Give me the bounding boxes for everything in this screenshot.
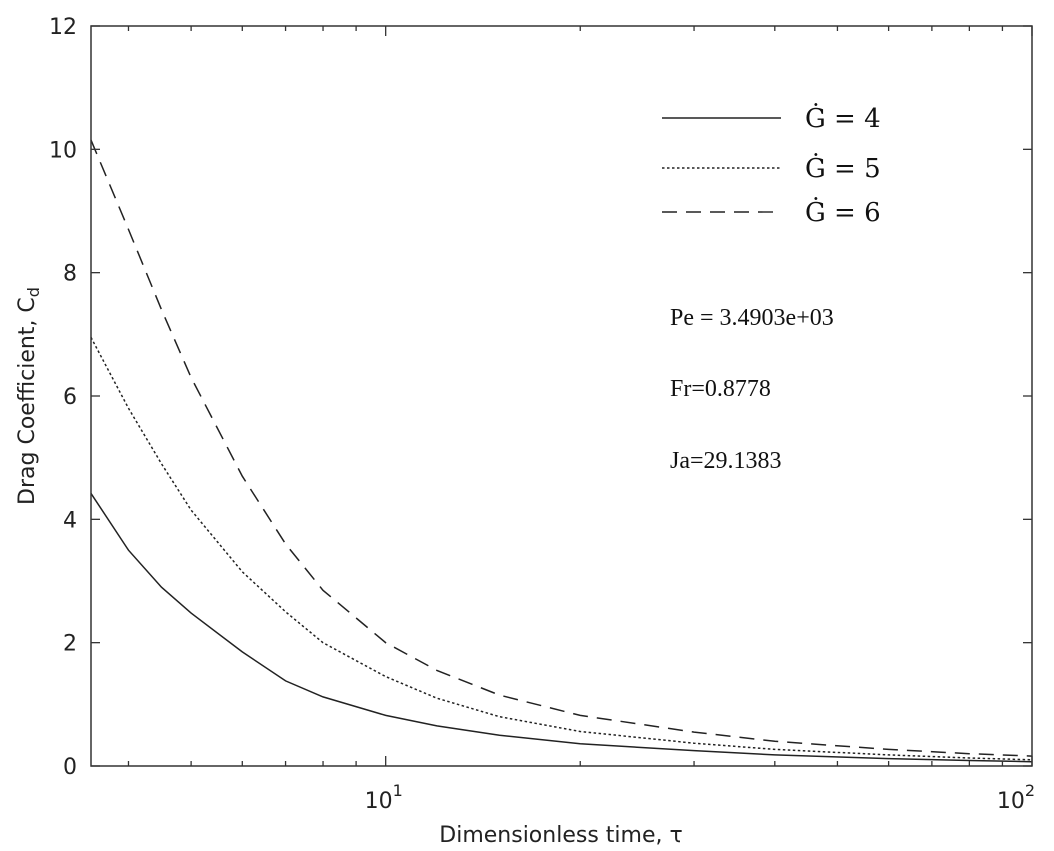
y-tick-label: 4 [63,508,77,533]
x-axis-label: Dimensionless time, τ [439,823,682,848]
series-line-1 [90,492,1033,763]
legend-label-g6: Ġ = 6 [805,196,881,228]
y-tick-label: 0 [63,755,77,780]
axis-ticks: 0 2 4 6 8 10 12 101 102 [49,15,1035,814]
legend-label-g5: Ġ = 5 [805,152,881,184]
y-tick-label: 8 [63,262,77,287]
series-line-2 [90,337,1033,761]
legend-label-g4: Ġ = 4 [805,102,881,134]
annotation-ja: Ja=29.1383 [670,448,782,474]
series-line-3 [90,139,1033,757]
legend: Ġ = 4 Ġ = 5 Ġ = 6 [662,102,881,228]
y-tick-label: 12 [49,15,77,40]
y-tick-label: 10 [49,138,77,163]
x-tick-label: 101 [365,781,403,814]
y-axis-label: Drag Coefficient, Cd [15,287,43,505]
plot-frame [90,25,1033,767]
series-lines [90,139,1033,763]
annotation-fr: Fr=0.8778 [670,376,771,402]
y-tick-label: 2 [63,632,77,657]
x-tick-label: 102 [997,781,1035,814]
annotation-pe: Pe = 3.4903e+03 [670,305,834,331]
y-tick-label: 6 [63,385,77,410]
